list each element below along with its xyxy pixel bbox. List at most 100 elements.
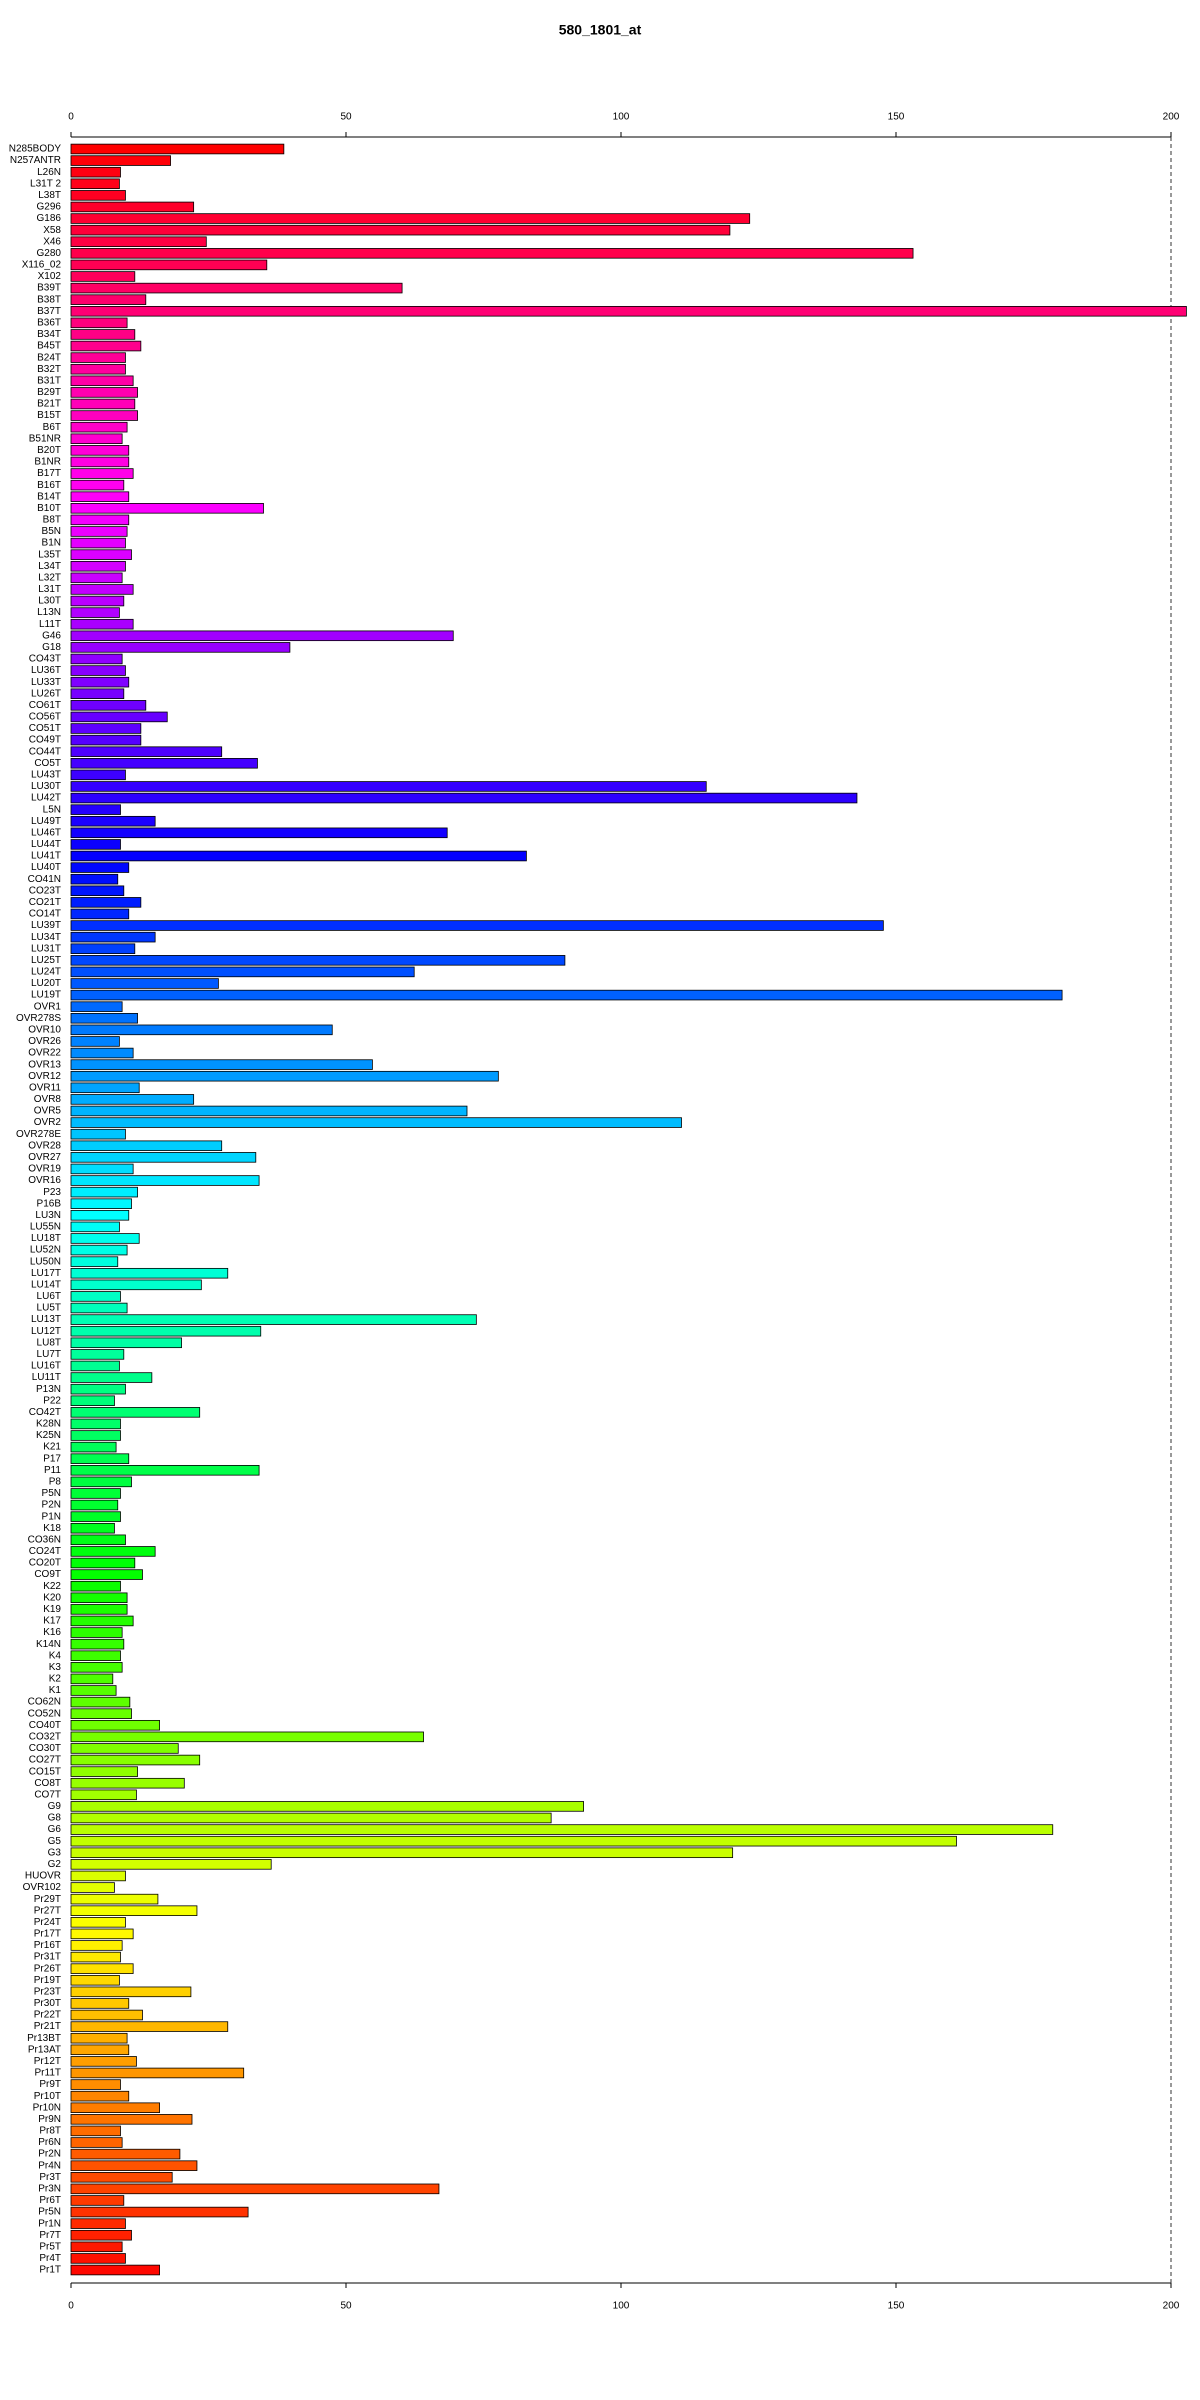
y-tick-label: K17	[43, 1616, 61, 1627]
bar	[70, 607, 120, 618]
y-tick-label: CO61T	[29, 700, 61, 711]
bar	[70, 537, 126, 549]
bar	[70, 2148, 181, 2160]
y-tick-label: LU41T	[31, 851, 61, 862]
bar	[70, 1615, 134, 1627]
bar	[70, 1094, 195, 1105]
y-tick-label: X46	[43, 236, 61, 247]
bar	[70, 166, 121, 178]
bar	[70, 1511, 121, 1522]
bar	[70, 271, 136, 282]
y-tick-label: OVR278S	[16, 1013, 61, 1024]
y-tick-label: LU25T	[31, 955, 61, 966]
y-tick-label: B20T	[37, 445, 61, 456]
bar	[70, 1383, 126, 1395]
bar	[70, 1059, 373, 1070]
y-tick-label: LU31T	[31, 943, 61, 954]
y-tick-label: LU46T	[31, 827, 61, 838]
y-tick-label: P23	[43, 1187, 61, 1198]
bar	[70, 387, 138, 398]
y-tick-label: Pr3N	[38, 2184, 61, 2195]
bar	[70, 1546, 156, 1557]
y-tick-label: CO52N	[28, 1708, 61, 1719]
bar	[70, 769, 126, 781]
bar	[70, 781, 707, 792]
y-tick-label: LU42T	[31, 793, 61, 804]
y-tick-label: B45T	[37, 341, 61, 352]
bar	[70, 491, 130, 502]
bar	[70, 2125, 121, 2137]
bar	[70, 1708, 132, 1719]
y-tick-label: CO8T	[34, 1778, 61, 1789]
bar	[70, 676, 130, 688]
bar	[70, 224, 731, 236]
y-tick-label: K2	[49, 1674, 62, 1685]
y-tick-label: OVR12	[28, 1071, 61, 1082]
y-tick-label: K21	[43, 1442, 61, 1453]
bar	[70, 1117, 682, 1128]
bar	[70, 1128, 126, 1140]
y-tick-label: Pr27T	[34, 1905, 61, 1916]
bar	[70, 2090, 130, 2102]
y-tick-label: Pr10T	[34, 2091, 61, 2102]
y-tick-label: B1NR	[34, 457, 61, 468]
y-tick-label: G9	[48, 1801, 62, 1812]
bar	[70, 1557, 136, 1569]
bar	[70, 1012, 138, 1024]
y-tick-label: LU55N	[30, 1222, 61, 1233]
bar	[70, 514, 130, 526]
bar	[70, 931, 156, 943]
y-tick-label: K25N	[36, 1430, 61, 1441]
bar	[70, 2241, 123, 2253]
bar	[70, 1905, 198, 1916]
bar	[70, 1522, 115, 1534]
bar	[70, 815, 156, 827]
y-tick-label: LU26T	[31, 688, 61, 699]
bar	[70, 1685, 117, 1696]
bar	[70, 549, 132, 560]
y-tick-label: X116_02	[22, 260, 62, 271]
y-tick-label: Pr13AT	[28, 2044, 61, 2055]
bar	[70, 1882, 115, 1893]
bar	[70, 1662, 123, 1673]
bar	[70, 1036, 120, 1047]
bar	[70, 1465, 260, 1476]
bar	[70, 1638, 125, 1650]
bar	[70, 1302, 128, 1314]
bar	[70, 1870, 126, 1882]
y-tick-label: Pr31T	[34, 1952, 61, 1963]
bar	[70, 746, 223, 757]
bar	[70, 190, 126, 201]
y-tick-label: Pr5T	[39, 2241, 61, 2252]
bar	[70, 1325, 262, 1337]
bar	[70, 2114, 193, 2125]
y-tick-label: Pr9N	[38, 2114, 61, 2125]
y-tick-label: G18	[42, 642, 61, 653]
bar	[70, 433, 123, 445]
bar	[70, 526, 128, 537]
y-tick-label: B15T	[37, 410, 61, 421]
y-tick-label: LU50N	[30, 1256, 61, 1267]
bar	[70, 595, 125, 607]
y-tick-label: OVR8	[34, 1094, 62, 1105]
y-tick-label: OVR13	[28, 1059, 61, 1070]
bar	[70, 1569, 143, 1580]
y-tick-label: Pr1N	[38, 2218, 61, 2229]
bar	[70, 618, 134, 630]
y-tick-label: K1	[49, 1685, 62, 1696]
bar	[70, 1001, 123, 1012]
bar	[70, 2102, 160, 2114]
bar	[70, 1812, 552, 1824]
bar	[70, 1766, 138, 1777]
x-tick-label: 100	[613, 2301, 630, 2312]
y-tick-label: B8T	[43, 515, 61, 526]
bar	[70, 1244, 128, 1256]
y-tick-label: LU12T	[31, 1326, 61, 1337]
bar	[70, 2009, 143, 2021]
bar	[70, 1696, 131, 1708]
y-tick-label: B37T	[37, 306, 61, 317]
bar	[70, 1986, 192, 1998]
y-tick-label: Pr30T	[34, 1998, 61, 2009]
y-tick-label: L31T 2	[30, 178, 61, 189]
bar	[70, 2253, 126, 2264]
